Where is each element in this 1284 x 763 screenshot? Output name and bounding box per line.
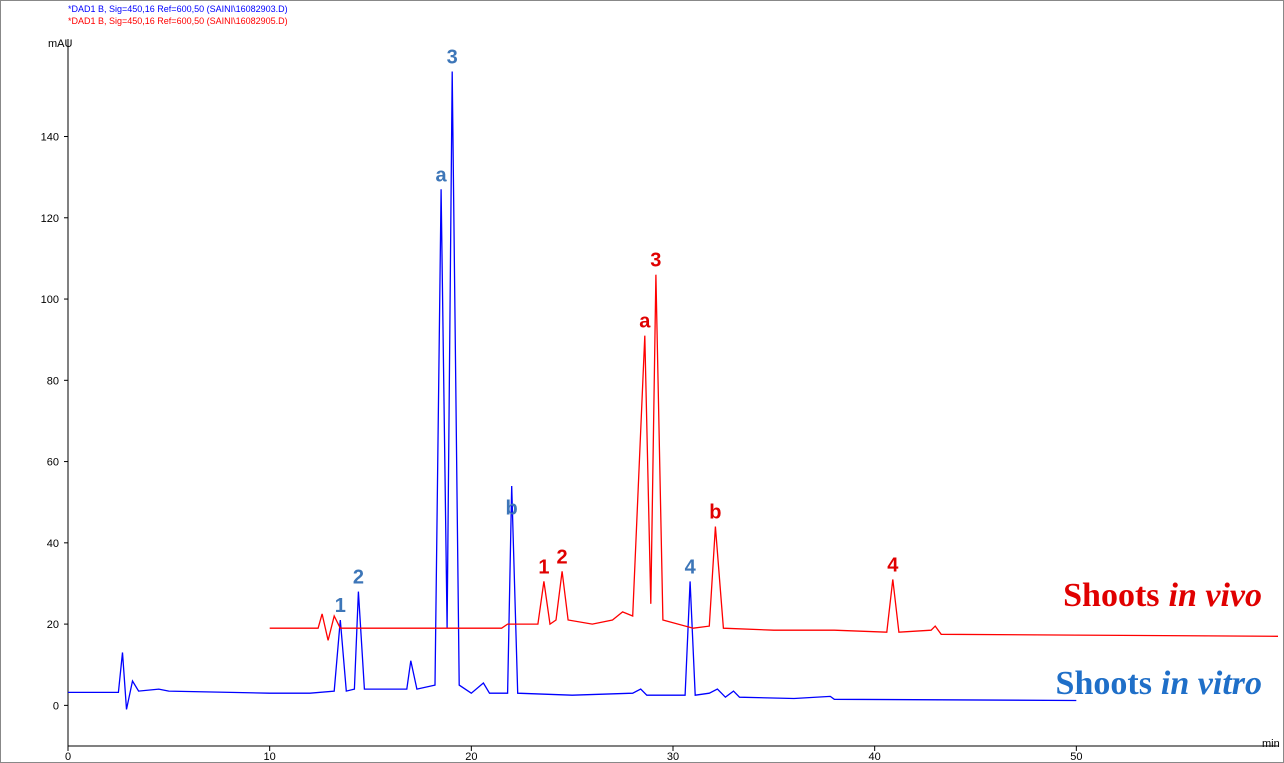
series-label-part: Shoots: [1063, 577, 1159, 614]
x-tick-label: 30: [667, 751, 679, 763]
y-tick-label: 0: [53, 700, 59, 712]
peak-label: a: [436, 164, 448, 186]
peak-label: 4: [887, 554, 899, 576]
series-label-part: in vitro: [1161, 665, 1262, 702]
peak-label: 3: [650, 250, 661, 272]
peak-label: b: [709, 502, 721, 524]
series-label: Shoots in vitro: [1056, 665, 1262, 702]
x-tick-label: 50: [1070, 751, 1082, 763]
y-tick-label: 140: [41, 132, 59, 144]
x-tick-label: 20: [465, 751, 477, 763]
y-tick-label: 100: [41, 294, 59, 306]
peak-label: 4: [685, 556, 697, 578]
peak-label: 2: [353, 567, 364, 589]
series-label-part: in vivo: [1169, 577, 1262, 614]
peak-label: 1: [538, 556, 549, 578]
header-text: *DAD1 B, Sig=450,16 Ref=600,50 (SAINI\16…: [68, 16, 288, 26]
header-text: *DAD1 B, Sig=450,16 Ref=600,50 (SAINI\16…: [68, 4, 288, 14]
series-label: Shoots in vivo: [1063, 577, 1262, 614]
peak-label: 1: [335, 595, 346, 617]
y-tick-label: 80: [47, 375, 59, 387]
series-line: [269, 274, 1279, 641]
x-axis-label: min: [1262, 738, 1280, 750]
peak-label: 3: [447, 47, 458, 69]
x-tick-label: 40: [869, 751, 881, 763]
peak-label: 2: [557, 546, 568, 568]
y-tick-label: 120: [41, 213, 59, 225]
series-label-part: Shoots: [1056, 665, 1152, 702]
x-tick-label: 10: [264, 751, 276, 763]
y-tick-label: 60: [47, 457, 59, 469]
peak-label: a: [639, 311, 651, 333]
peak-label: b: [506, 498, 518, 520]
y-axis-label: mAU: [48, 38, 73, 50]
x-tick-label: 0: [65, 751, 71, 763]
y-tick-label: 40: [47, 538, 59, 550]
series-line: [68, 71, 1077, 710]
y-tick-label: 20: [47, 619, 59, 631]
